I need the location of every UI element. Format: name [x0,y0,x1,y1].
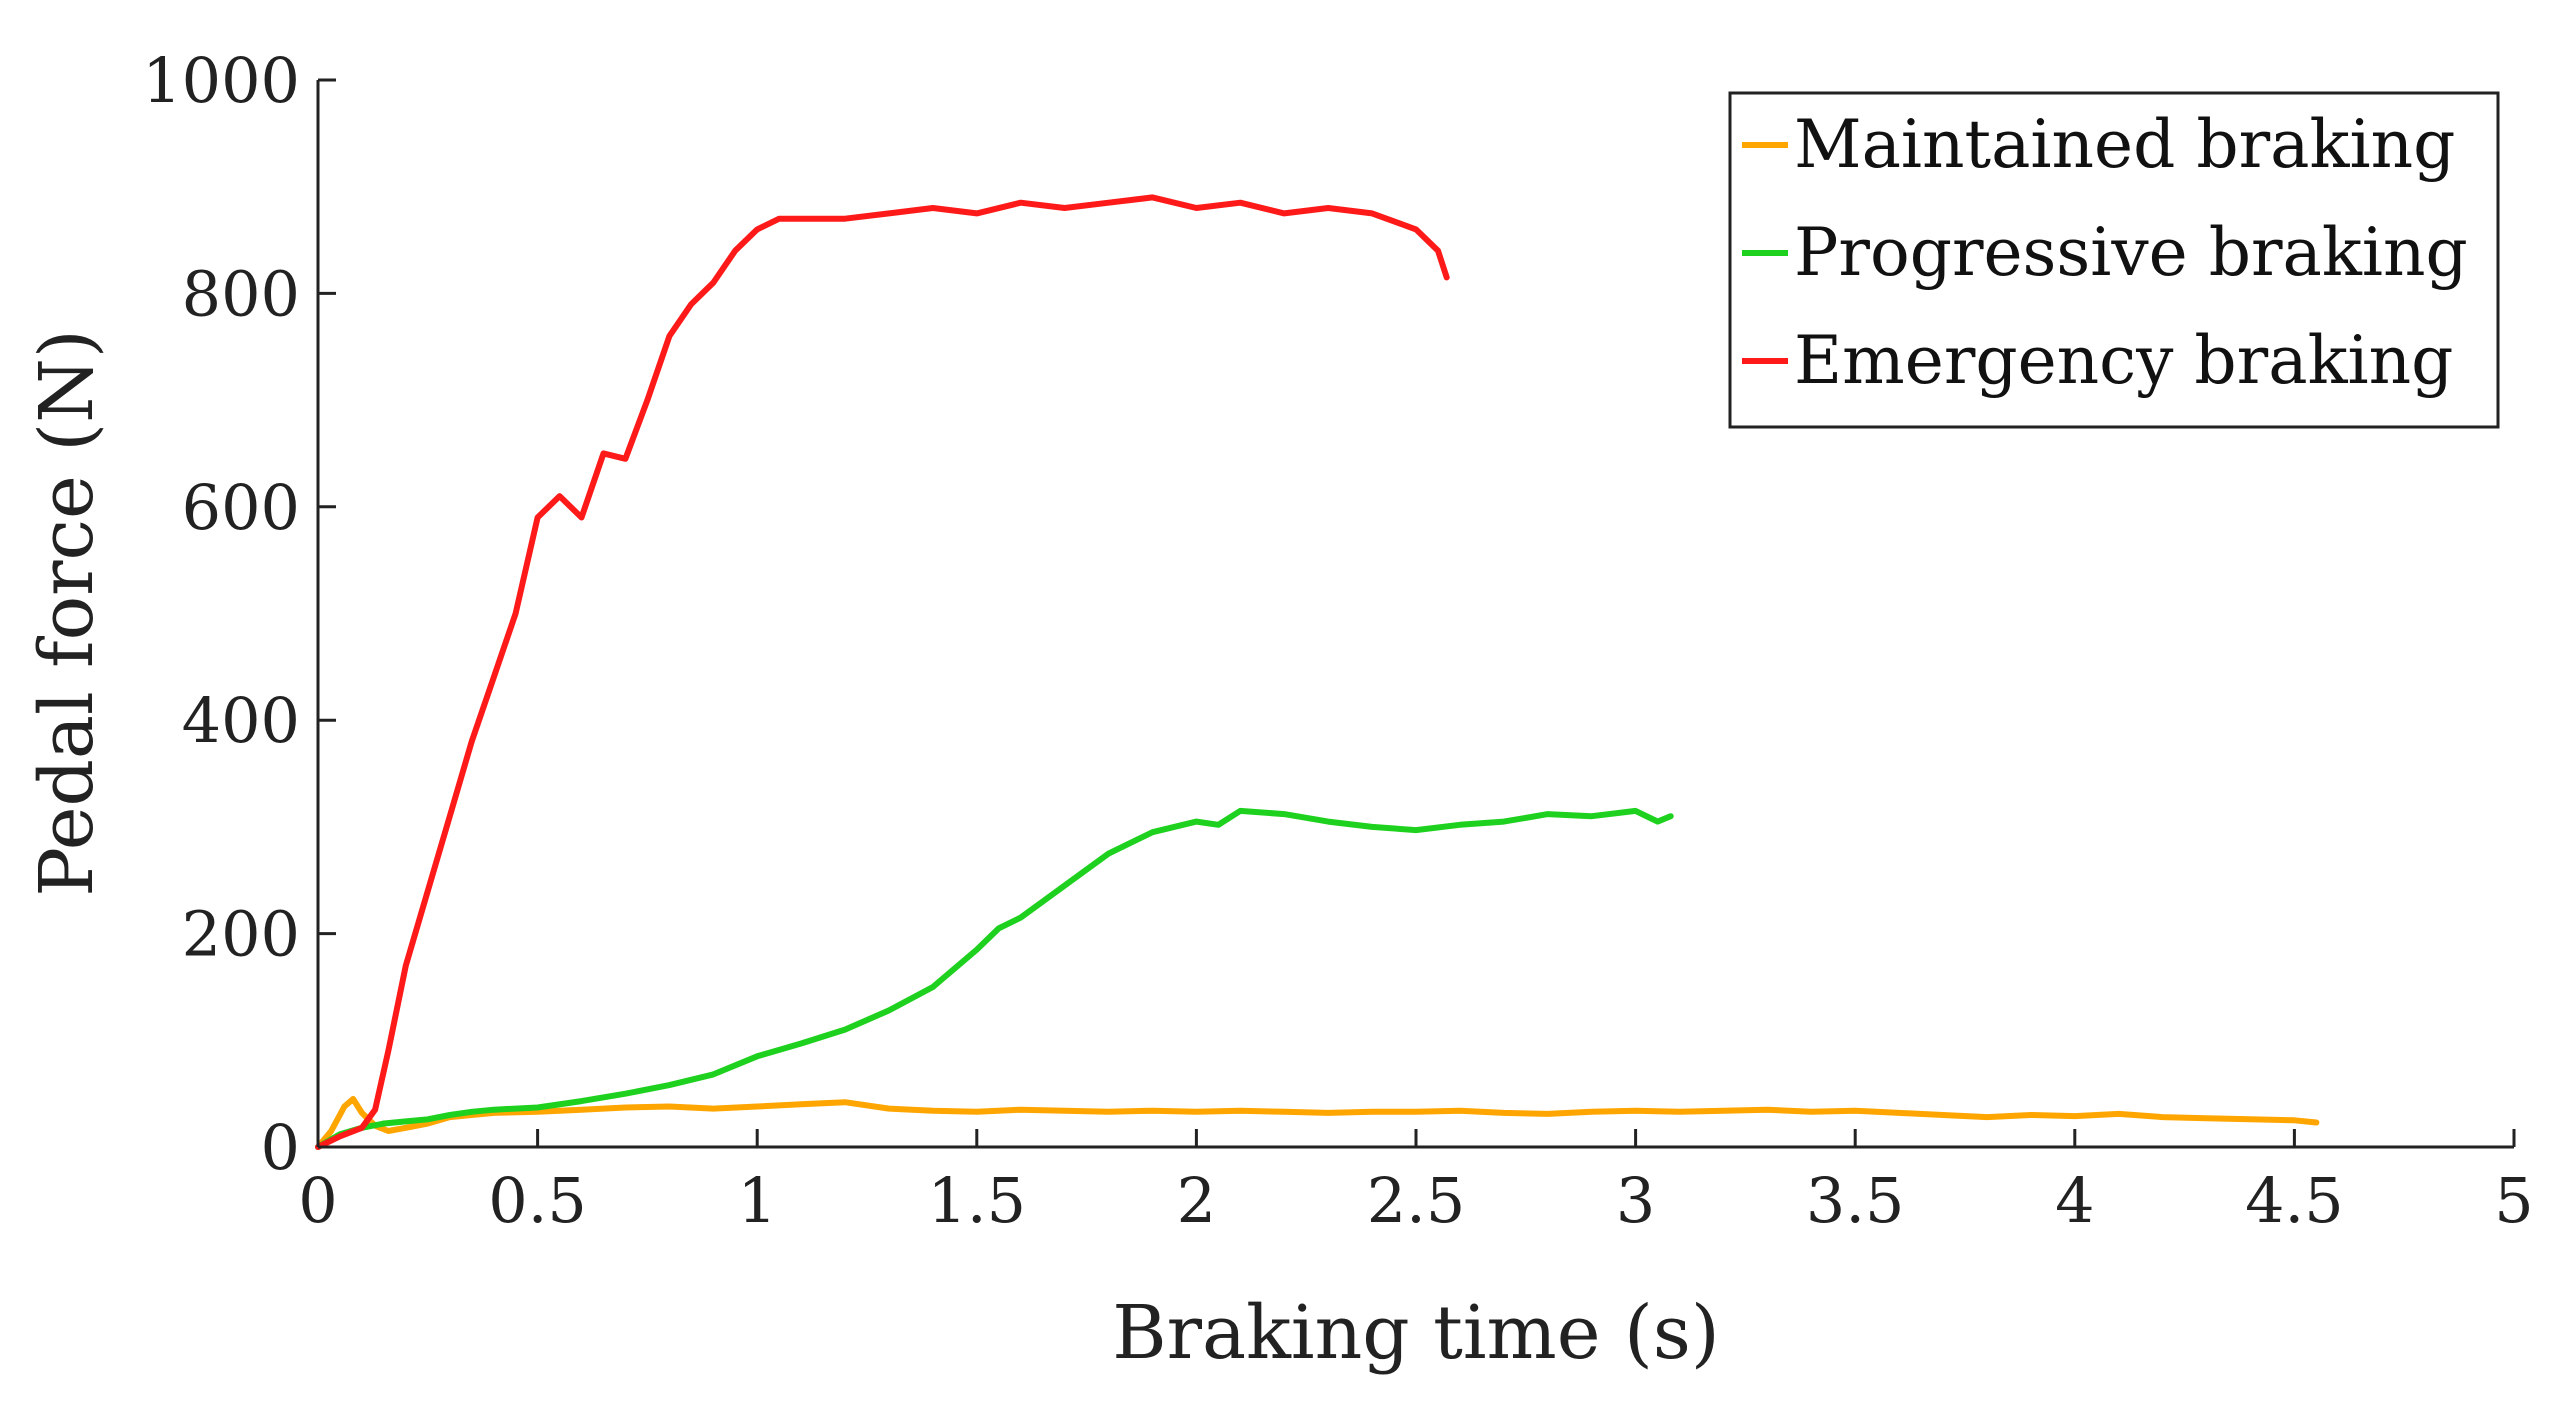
y-tick-label: 800 [182,257,300,330]
maintained-braking-line [315,1096,2320,1150]
y-axis-label: Pedal force (N) [24,329,110,897]
y-tick-label: 0 [261,1111,300,1184]
x-tick-label: 5 [2494,1164,2533,1237]
x-tick-label: 2.5 [1367,1164,1466,1237]
x-tick-label: 4 [2055,1164,2094,1237]
y-tick-label: 1000 [142,44,300,117]
progressive-braking-line [315,807,1674,1150]
legend: Maintained braking Progressive braking Eme… [1728,91,2500,429]
legend-label-emergency-braking: Emergency braking [1794,322,2453,399]
x-tick-label: 4.5 [2245,1164,2344,1237]
ticks: 0 0.5 1 1.5 2 2.5 3 3.5 4 4.5 5 0 200 400 600 800 1000 [142,44,2534,1237]
x-tick-label: 0.5 [488,1164,587,1237]
x-tick-label: 2 [1177,1164,1216,1237]
x-tick-label: 1 [737,1164,776,1237]
emergency-braking-line [315,194,1450,1150]
legend-label-maintained-braking: Maintained braking [1794,106,2455,183]
x-tick-label: 1.5 [927,1164,1026,1237]
x-axis-label: Braking time (s) [1112,1290,1720,1376]
legend-box [1728,91,2500,429]
x-tick-label: 3 [1616,1164,1655,1237]
series-layer [315,194,2320,1150]
legend-label-progressive-braking: Progressive braking [1794,214,2468,291]
x-tick-label: 0 [298,1164,337,1237]
y-tick-label: 400 [182,684,300,757]
y-tick-label: 600 [182,471,300,544]
x-tick-label: 3.5 [1806,1164,1905,1237]
y-tick-label: 200 [182,898,300,971]
